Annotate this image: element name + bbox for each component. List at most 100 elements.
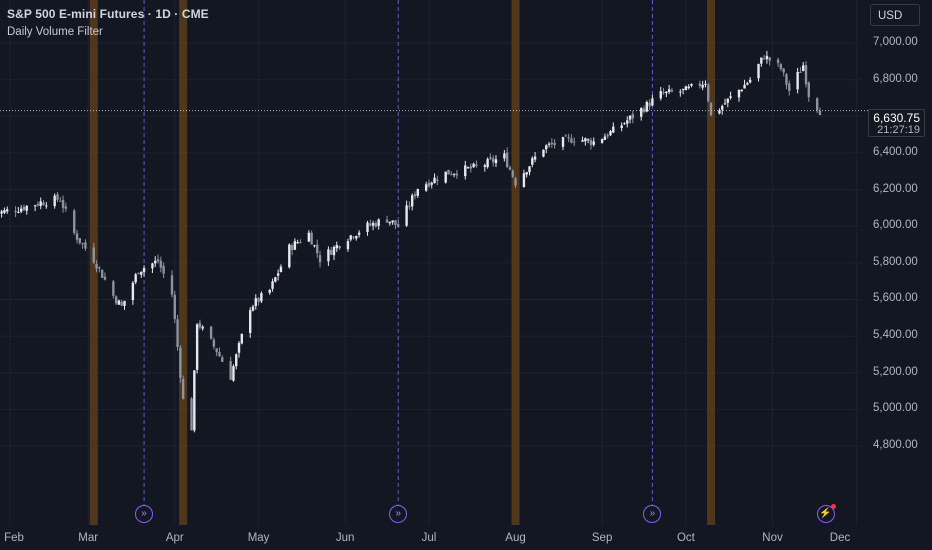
candle-body — [779, 64, 783, 70]
volume-band — [707, 0, 716, 525]
candle-body — [796, 72, 799, 90]
candle-body — [232, 366, 235, 381]
candle-body — [193, 370, 196, 431]
candle-body — [413, 194, 417, 197]
candle-body — [651, 98, 654, 106]
candle-body — [531, 158, 534, 165]
candle-body — [131, 282, 135, 301]
dividend-arrow-icon[interactable]: » — [135, 505, 154, 523]
candle-body — [251, 306, 255, 311]
candle-body — [698, 83, 702, 87]
candle-body — [623, 123, 626, 125]
x-tick-label: May — [247, 532, 270, 544]
candle-body — [709, 102, 713, 116]
candle-body — [785, 74, 788, 85]
candle-body — [679, 91, 682, 93]
candle-body — [760, 57, 763, 64]
dividend-arrow-icon[interactable]: » — [389, 505, 408, 523]
candle-body — [466, 167, 470, 169]
candle-body — [377, 219, 380, 226]
candle-body — [316, 244, 319, 254]
candle-body — [75, 233, 79, 240]
candle-body — [659, 91, 662, 99]
candle-body — [592, 141, 595, 145]
x-tick-label: Dec — [829, 532, 851, 544]
candle-body — [505, 152, 509, 168]
candle-body — [229, 361, 232, 380]
candle-body — [371, 223, 375, 226]
candle-body — [173, 294, 176, 320]
candle-body — [410, 195, 414, 207]
candle-body — [486, 159, 489, 168]
candle-body — [310, 232, 313, 245]
candle-body — [254, 298, 257, 307]
candle-body — [42, 202, 45, 206]
candle-body — [408, 205, 411, 207]
candle-body — [782, 68, 785, 73]
candle-body — [455, 173, 459, 176]
candle-body — [369, 223, 372, 226]
candle-body — [737, 89, 741, 98]
candle-body — [489, 157, 492, 160]
candle-body — [620, 125, 623, 129]
candle-body — [260, 293, 263, 302]
candle-body — [17, 211, 20, 213]
candle-body — [332, 246, 336, 256]
candle-body — [662, 92, 665, 94]
candle-body — [355, 236, 358, 239]
candle-body — [388, 221, 392, 224]
candle-body — [201, 326, 204, 329]
candle-body — [56, 194, 59, 200]
x-tick-label: Jul — [421, 532, 437, 544]
candle-body — [645, 101, 649, 112]
candle-body — [64, 206, 68, 209]
candle-body — [405, 205, 408, 226]
candle-body — [84, 242, 87, 249]
candle-body — [584, 138, 587, 142]
candle-body — [723, 103, 727, 105]
candle-body — [357, 232, 361, 235]
candle-body — [572, 141, 576, 143]
last-price-tag: 6,630.75 21:27:19 — [868, 109, 925, 137]
x-tick-label: Sep — [591, 532, 613, 544]
candle-body — [293, 241, 297, 250]
candle-body — [628, 115, 632, 120]
candle-body — [721, 106, 724, 110]
candle-body — [271, 281, 274, 289]
dividend-arrow-icon[interactable]: » — [643, 505, 662, 523]
candle-body — [134, 274, 137, 283]
candle-body — [603, 136, 607, 140]
symbol-title[interactable]: S&P 500 E-mini Futures · 1D · CME — [7, 7, 209, 21]
y-tick-label: 4,800.00 — [873, 439, 918, 451]
candle-body — [235, 354, 238, 367]
currency-button[interactable]: USD — [870, 4, 920, 26]
volume-band — [511, 0, 520, 525]
candle-body — [33, 205, 37, 207]
candle-body — [600, 139, 604, 143]
volume-band — [179, 0, 188, 525]
candle-body — [528, 166, 531, 173]
candle-body — [45, 205, 48, 207]
candle-body — [366, 222, 369, 232]
candle-body — [117, 300, 121, 305]
candle-body — [179, 347, 182, 378]
lightning-icon[interactable]: ⚡ — [816, 504, 836, 523]
candle-body — [154, 260, 157, 264]
candle-body — [424, 184, 428, 191]
candle-body — [776, 59, 780, 64]
candle-body — [61, 199, 65, 208]
candle-body — [452, 173, 456, 175]
candle-body — [151, 263, 154, 269]
candle-body — [195, 324, 199, 370]
candle-body — [346, 241, 350, 250]
candle-body — [740, 90, 743, 92]
indicator-label[interactable]: Daily Volume Filter — [7, 26, 103, 38]
x-tick-label: Nov — [762, 532, 783, 544]
candle-body — [707, 84, 710, 102]
candle-body — [274, 277, 277, 282]
candle-body — [100, 269, 104, 278]
y-tick-label: 6,400.00 — [873, 145, 918, 158]
candle-body — [190, 398, 193, 431]
